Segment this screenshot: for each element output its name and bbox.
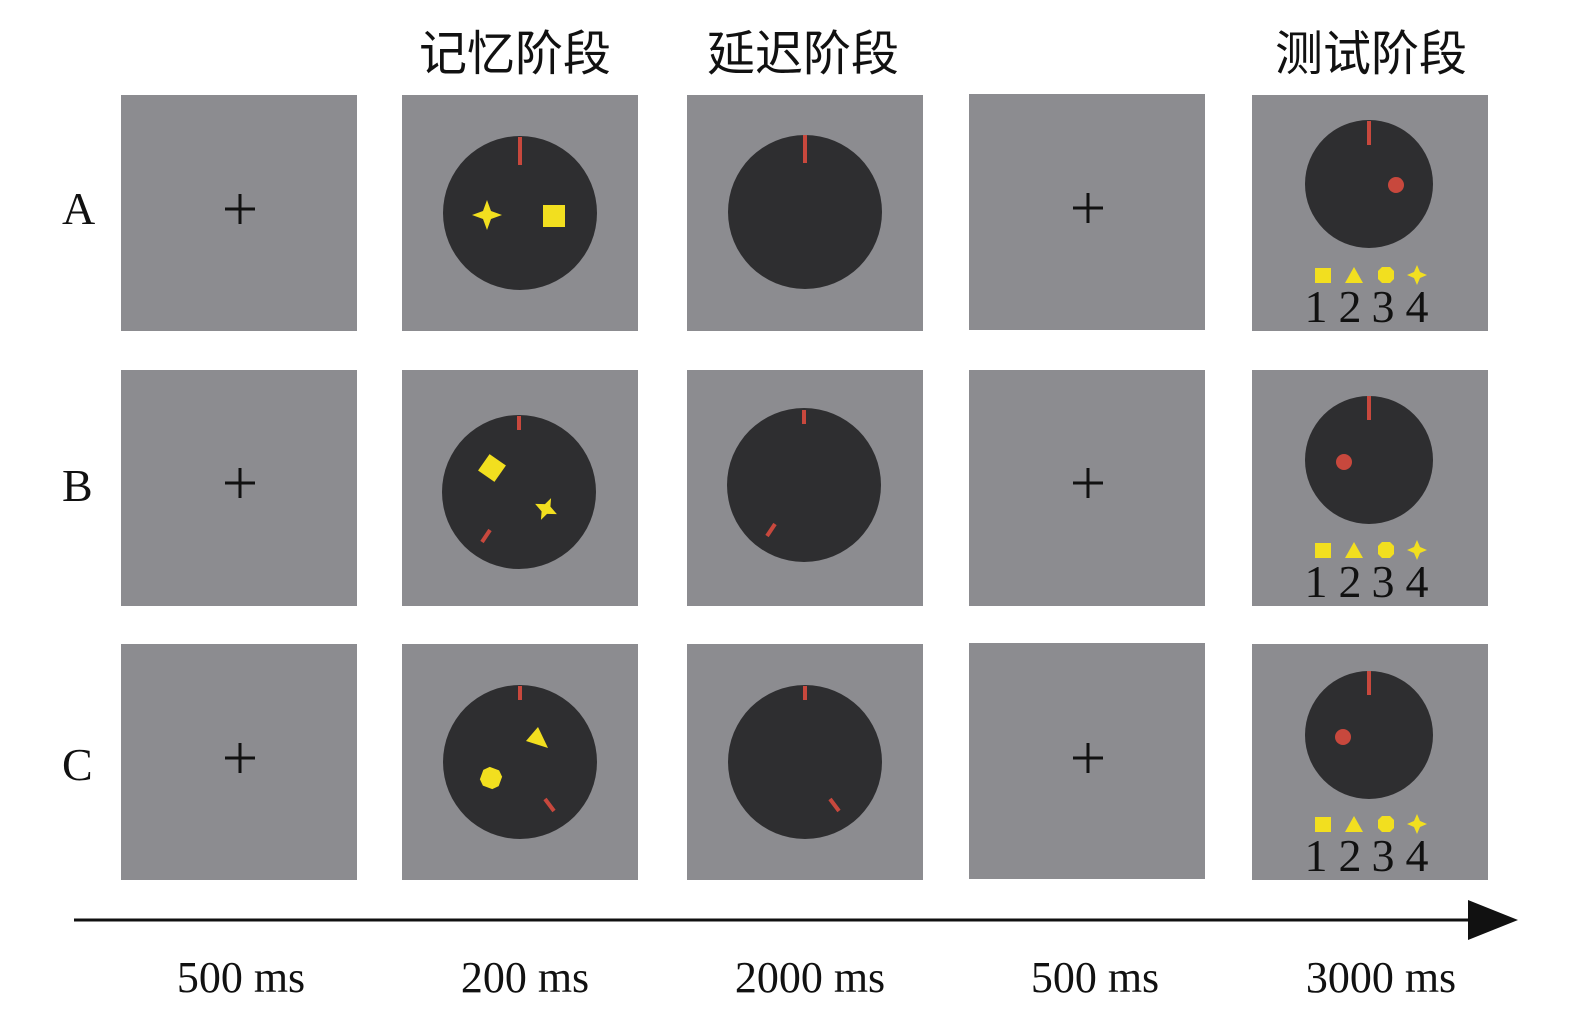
fixation-cross [225, 743, 255, 773]
probe-dot [1335, 729, 1351, 745]
test-screen: 1 2 3 4 [1252, 370, 1488, 606]
color-wheel [1305, 396, 1433, 524]
cross-option-icon [1378, 816, 1394, 832]
response-number-2: 2 [1339, 830, 1362, 880]
triangle-option-icon [1345, 267, 1363, 283]
color-wheel [443, 685, 597, 839]
square-option-icon [1315, 268, 1331, 283]
color-wheel [442, 415, 596, 569]
response-number-1: 1 [1305, 556, 1328, 606]
fixation-screen [121, 370, 357, 606]
triangle-option-icon [1345, 542, 1363, 558]
cross-option-icon [1378, 542, 1394, 558]
color-wheel [728, 685, 882, 839]
square-stimulus [478, 454, 506, 482]
star-option-icon [1407, 540, 1427, 560]
row-label-b: B [62, 460, 93, 511]
color-wheel [727, 408, 881, 562]
probe-dot [1388, 177, 1404, 193]
orientation-marker [480, 528, 492, 544]
fixation-cross [1073, 743, 1103, 773]
fixation-screen [969, 94, 1205, 330]
response-number-4: 4 [1406, 556, 1429, 606]
probe-dot [1336, 454, 1352, 470]
response-number-4: 4 [1406, 281, 1429, 331]
fixation-cross [225, 468, 255, 498]
timeline-arrow [72, 898, 1522, 952]
triangle-stimulus [526, 727, 548, 748]
fixation-cross [1073, 193, 1103, 223]
response-number-1: 1 [1305, 830, 1328, 880]
color-wheel [728, 135, 882, 289]
triangle-option-icon [1345, 816, 1363, 832]
delay-screen [687, 95, 923, 331]
memory-screen [402, 644, 638, 880]
cross-option-icon [1378, 267, 1394, 283]
star-option-icon [1407, 265, 1427, 285]
phase-label-memory: 记忆阶段 [418, 26, 611, 82]
duration-label-delay: 2000 ms [734, 953, 886, 1002]
square-stimulus [543, 205, 565, 227]
star-stimulus [472, 200, 502, 230]
phase-label-test: 测试阶段 [1274, 26, 1467, 82]
response-options [1315, 540, 1427, 560]
response-number-1: 1 [1305, 281, 1328, 331]
delay-screen [687, 370, 923, 606]
arrowhead-icon [1468, 900, 1518, 940]
fixation-screen [969, 370, 1205, 606]
duration-label-memory: 200 ms [460, 953, 590, 1002]
memory-screen [402, 370, 638, 606]
duration-label-test: 3000 ms [1305, 953, 1457, 1002]
response-options [1315, 265, 1427, 285]
row-label-c: C [62, 739, 93, 790]
fixation-screen [121, 95, 357, 331]
fixation-cross [225, 194, 255, 224]
memory-screen [402, 95, 638, 331]
response-number-2: 2 [1339, 281, 1362, 331]
response-options [1315, 814, 1427, 834]
delay-screen [687, 644, 923, 880]
square-option-icon [1315, 543, 1331, 558]
response-number-3: 3 [1372, 830, 1395, 880]
duration-label-fixation-1: 500 ms [176, 953, 306, 1002]
orientation-marker [765, 522, 777, 538]
color-wheel [1305, 671, 1433, 799]
orientation-marker [828, 797, 841, 813]
fixation-screen [969, 643, 1205, 879]
fixation-cross [1073, 468, 1103, 498]
test-screen: 1 2 3 4 [1252, 644, 1488, 880]
row-label-a: A [62, 183, 96, 234]
response-number-2: 2 [1339, 556, 1362, 606]
cross-stimulus [479, 766, 503, 790]
star-option-icon [1407, 814, 1427, 834]
color-wheel [443, 136, 597, 290]
color-wheel [1305, 120, 1433, 248]
star-stimulus [535, 498, 557, 520]
response-number-3: 3 [1372, 556, 1395, 606]
phase-label-delay: 延迟阶段 [706, 26, 899, 82]
duration-label-fixation-2: 500 ms [1030, 953, 1160, 1002]
response-number-4: 4 [1406, 830, 1429, 880]
orientation-marker [543, 797, 556, 813]
response-number-3: 3 [1372, 281, 1395, 331]
square-option-icon [1315, 817, 1331, 832]
fixation-screen [121, 644, 357, 880]
test-screen: 1 2 3 4 [1252, 95, 1488, 331]
